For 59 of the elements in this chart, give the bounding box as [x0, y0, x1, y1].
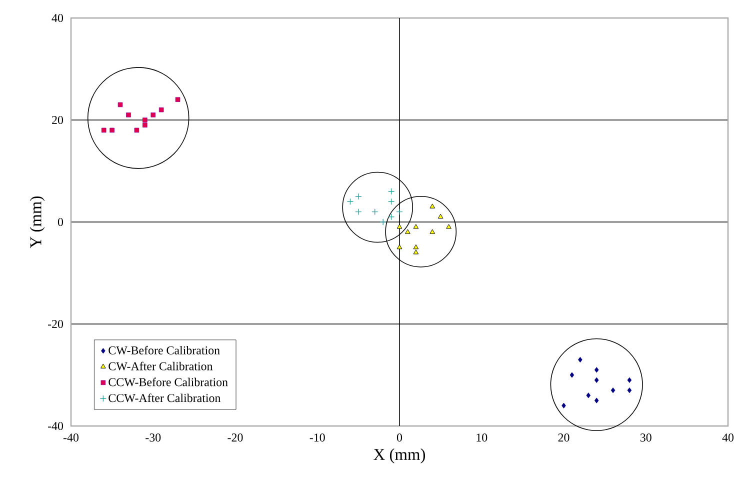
y-tick-label: -40 [48, 422, 64, 430]
point [388, 188, 395, 195]
point [150, 112, 156, 118]
y-tick-label: 20 [52, 116, 64, 124]
x-tick-label: -40 [63, 434, 79, 442]
point [578, 356, 582, 362]
point [346, 198, 354, 205]
point [413, 244, 419, 250]
point [134, 128, 140, 133]
legend-label: CW-After Calibration [108, 362, 213, 370]
y-tick-label: 0 [58, 218, 64, 226]
point [388, 214, 395, 220]
x-tick-label: -10 [310, 434, 325, 442]
x-axis-title: X (mm) [374, 448, 426, 464]
point [118, 102, 123, 108]
point [627, 388, 632, 394]
x-tick-label: 20 [558, 434, 570, 442]
point [610, 388, 616, 394]
legend-label: CW-Before Calibration [108, 346, 220, 354]
point [396, 224, 402, 229]
point [438, 214, 444, 219]
legend-label: CCW-Before Calibration [108, 378, 228, 386]
point [101, 128, 106, 133]
point [126, 112, 131, 118]
point [413, 250, 419, 254]
point [430, 229, 436, 234]
point [355, 193, 362, 200]
point [110, 128, 114, 133]
y-axis-title: Y (mm) [30, 196, 45, 248]
point [372, 208, 378, 216]
point [142, 118, 148, 122]
point [570, 372, 574, 378]
point [158, 107, 164, 112]
x-tick-label: 30 [640, 434, 652, 442]
point [562, 402, 566, 408]
x-tick-label: -20 [228, 434, 243, 442]
point [586, 392, 591, 398]
point [388, 198, 395, 205]
point [396, 208, 403, 216]
point [430, 204, 436, 208]
point [594, 398, 599, 404]
y-tick-label: -20 [48, 320, 64, 328]
point [380, 218, 386, 226]
point [396, 244, 402, 250]
x-tick-label: 0 [396, 434, 402, 442]
point [627, 377, 632, 383]
x-tick-label: -30 [146, 434, 161, 442]
point [446, 224, 452, 229]
point [594, 367, 599, 373]
x-tick-label: 40 [722, 434, 734, 442]
point [405, 229, 410, 234]
legend-label: CCW-After Calibration [108, 394, 221, 402]
y-tick-label: 40 [52, 14, 64, 22]
point [355, 208, 362, 216]
point [175, 97, 180, 102]
point [142, 122, 148, 128]
point [413, 224, 419, 229]
x-tick-label: 10 [476, 434, 488, 442]
point [594, 377, 599, 383]
